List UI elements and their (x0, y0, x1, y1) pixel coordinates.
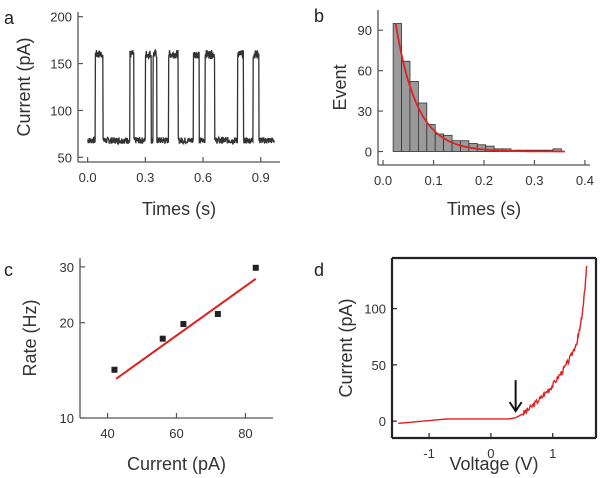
y-axis-label: Event (330, 64, 350, 110)
y-tick-label: 10 (60, 411, 74, 426)
y-tick-label: 30 (358, 104, 372, 119)
x-tick-label: 0.0 (374, 173, 392, 188)
x-axis-label: Times (s) (142, 199, 216, 219)
x-tick-label: 0.0 (79, 170, 97, 185)
x-tick-label: 0.1 (424, 173, 442, 188)
x-tick-label: -1 (423, 446, 435, 461)
panel-a-trace-chart: 0.0 0.3 0.6 0.9 50 100 150 200 Times (s) Current … (14, 10, 280, 219)
x-tick-label: 80 (238, 426, 252, 441)
x-axis-label: Times (s) (447, 199, 521, 219)
y-tick-label: 0 (379, 414, 386, 429)
panel-label-a: a (4, 8, 15, 28)
histogram-bar (443, 134, 453, 152)
y-tick-label: 100 (50, 103, 72, 118)
panel-label-b: b (314, 6, 324, 26)
x-tick-label: 40 (100, 426, 114, 441)
x-tick-label: 1 (549, 446, 556, 461)
y-tick-label: 20 (60, 316, 74, 331)
x-axis-label: Current (pA) (127, 454, 226, 474)
y-tick-label: 200 (50, 10, 72, 25)
y-tick-label: 100 (364, 302, 386, 317)
onset-arrow-head (508, 401, 523, 413)
y-tick-label: 60 (358, 64, 372, 79)
x-tick-label: 0 (487, 446, 494, 461)
y-axis-label: Current (pA) (14, 37, 34, 136)
data-point-marker (111, 366, 118, 373)
panel-d-iv-curve-chart: -1 0 1 0 50 100 Voltage (V) Current (pA) (336, 256, 598, 474)
x-tick-label: 0.3 (525, 173, 543, 188)
y-tick-label: 0 (365, 145, 372, 160)
current-trace-line (87, 48, 275, 146)
y-tick-label: 90 (358, 23, 372, 38)
x-axis-label: Voltage (V) (449, 454, 538, 474)
iv-curve-line (398, 265, 588, 425)
data-point-marker (252, 264, 259, 271)
y-tick-label: 30 (60, 260, 74, 275)
histogram-bar (392, 23, 402, 152)
panel-c-rate-scatter-chart: 40 60 80 10 20 30 Current (pA) Rate (Hz) (20, 258, 273, 474)
x-tick-label: 0.6 (194, 170, 212, 185)
x-tick-label: 0.2 (475, 173, 493, 188)
panel-label-d: d (314, 260, 324, 280)
x-tick-label: 60 (169, 426, 183, 441)
y-tick-label: 150 (50, 57, 72, 72)
panel-label-c: c (4, 260, 13, 280)
y-tick-label: 50 (58, 150, 72, 165)
data-point-marker (214, 310, 221, 317)
data-point-marker (180, 321, 187, 328)
data-point-marker (159, 335, 166, 342)
panel-b-histogram-chart: 0.0 0.1 0.2 0.3 0.4 0 30 60 90 Times (s) Event (330, 10, 594, 219)
y-tick-label: 50 (372, 358, 386, 373)
x-tick-label: 0.3 (136, 170, 154, 185)
x-tick-label: 0.9 (252, 170, 270, 185)
linear-fit-line (115, 278, 257, 380)
x-tick-label: 0.4 (576, 173, 594, 188)
y-axis-label: Current (pA) (336, 298, 356, 397)
y-axis-label: Rate (Hz) (20, 299, 40, 376)
exponential-fit-line (394, 23, 565, 153)
